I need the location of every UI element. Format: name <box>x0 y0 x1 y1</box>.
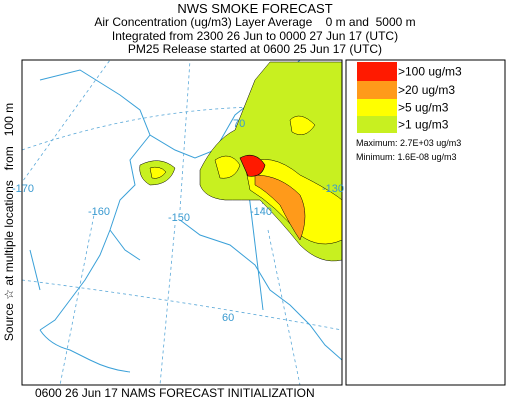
legend-swatch <box>357 81 397 99</box>
legend-label: >20 ug/m3 <box>398 83 455 97</box>
latitude-label: 60 <box>222 312 234 324</box>
legend-label: >5 ug/m3 <box>398 101 449 115</box>
legend-label: >1 ug/m3 <box>398 118 449 132</box>
legend: Maximum: 2.7E+03 ug/m3 Minimum: 1.6E-08 … <box>345 59 506 386</box>
minimum: Minimum: 1.6E-08 ug/m3 <box>356 152 457 162</box>
legend-swatch <box>357 99 397 116</box>
footer: 0600 26 Jun 17 NAMS FORECAST INITIALIZAT… <box>35 386 315 400</box>
subtitle: Air Concentration (ug/m3) Layer Average … <box>94 15 415 29</box>
longitude-label: -150 <box>168 212 190 224</box>
longitude-label: -160 <box>88 206 110 218</box>
title: NWS SMOKE FORECAST <box>177 1 332 16</box>
longitude-label: -140 <box>250 206 272 218</box>
latitude-label: 70 <box>233 118 245 130</box>
subtitle: Integrated from 2300 26 Jun to 0000 27 J… <box>112 29 398 43</box>
maximum: Maximum: 2.7E+03 ug/m3 <box>356 138 461 148</box>
source-note: Source ☆ at multiple locations from 100 … <box>2 103 16 341</box>
legend-swatch <box>357 62 397 81</box>
longitude-label: -170 <box>12 183 34 195</box>
legend-swatch <box>357 116 397 133</box>
longitude-label: -130 <box>322 183 344 195</box>
map: -170 -160 -150 -140 -130 70 60 <box>12 59 344 386</box>
legend-label: >100 ug/m3 <box>398 65 462 79</box>
subtitle: PM25 Release started at 0600 25 Jun 17 (… <box>128 42 382 56</box>
